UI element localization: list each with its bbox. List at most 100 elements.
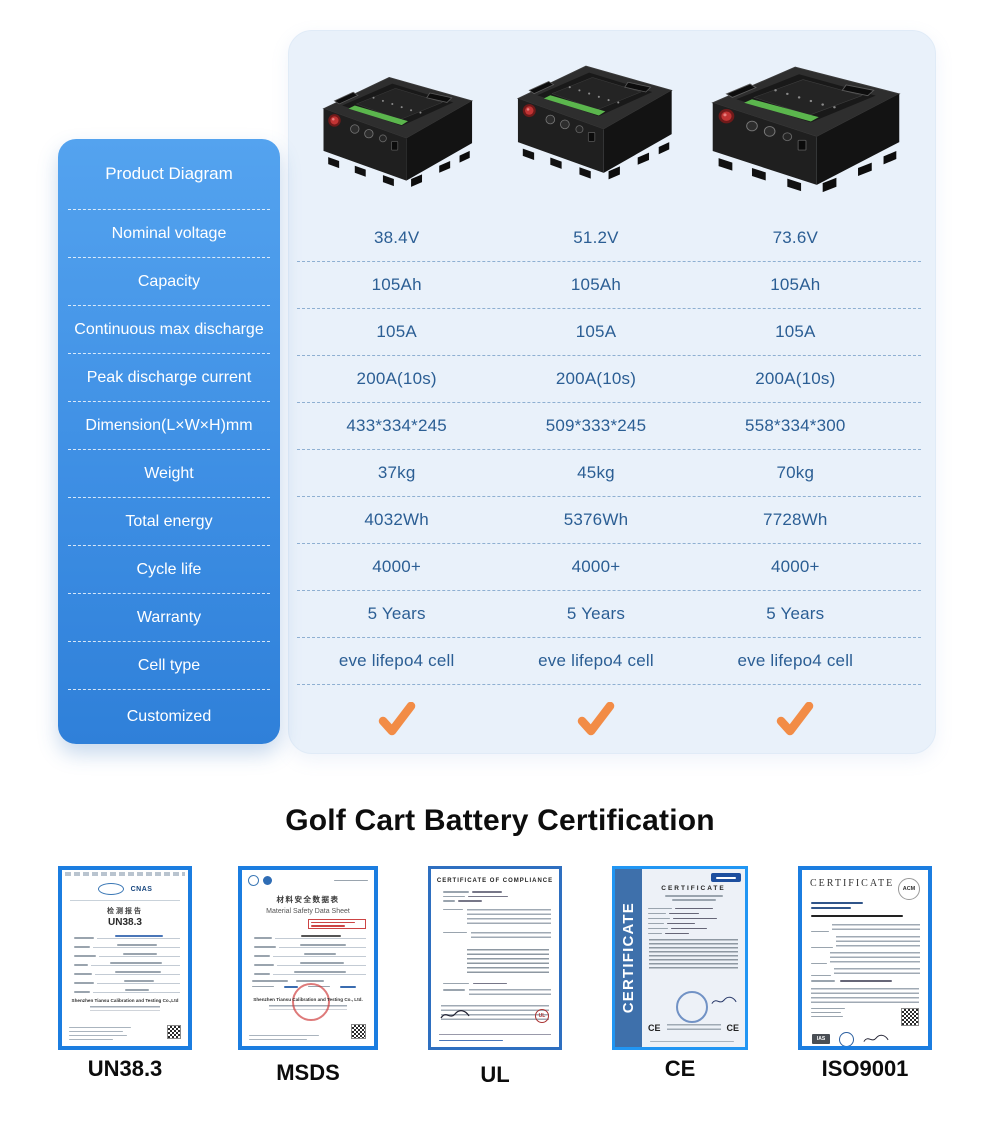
ce-doc-title: CERTIFICATE: [661, 885, 726, 892]
sidebar-rows: Nominal voltage Capacity Continuous max di…: [58, 210, 280, 744]
battery-image-1: [323, 77, 473, 188]
qr-code: [901, 1007, 919, 1026]
spec-values-row-continuous-max-discharge: 105A 105A 105A: [297, 309, 921, 356]
spec-label-customized: Customized: [126, 708, 212, 725]
certificate-msds: 材料安全数据表 Material Safety Data Sheet Shenz…: [238, 866, 378, 1050]
spec-values-row-cell-type: eve lifepo4 cell eve lifepo4 cell eve life…: [297, 638, 921, 685]
ul-doc-title: CERTIFICATE OF COMPLIANCE: [436, 878, 554, 884]
ul-mark: UL: [535, 1009, 549, 1023]
spec-value: 4000+: [571, 557, 621, 576]
cert-caption-msds: MSDS: [276, 1060, 340, 1085]
spec-value: eve lifepo4 cell: [538, 651, 654, 670]
spec-label-peak-discharge-current: Peak discharge current: [68, 354, 270, 402]
certification-heading: Golf Cart Battery Certification: [285, 804, 715, 837]
cert-caption-ul: UL: [480, 1062, 510, 1087]
spec-value: 105Ah: [570, 275, 622, 294]
cert-caption-un383: UN38.3: [87, 1056, 163, 1081]
spec-values-row-peak-discharge-current: 200A(10s) 200A(10s) 200A(10s): [297, 356, 921, 403]
certificate-un383: CNAS 检测报告 UN38.3 Shenzhen Tiansu Calibra…: [58, 866, 192, 1050]
check-icon: [297, 685, 496, 753]
un383-company: Shenzhen Tiansu Calibration and Testing …: [71, 998, 179, 1004]
spec-label-capacity: Capacity: [68, 258, 270, 306]
accreditation-seal: [839, 1031, 854, 1046]
msds-title-cn: 材料安全数据表: [276, 895, 340, 904]
msds-company: Shenzhen Tiansu Calibration and Testing …: [253, 996, 363, 1003]
spec-panel: 38.4V 51.2V 73.6V 105Ah 105Ah 105Ah 105A 105A 10…: [288, 30, 936, 754]
spec-value: eve lifepo4 cell: [338, 651, 455, 670]
spec-value: 5 Years: [766, 604, 825, 623]
spec-value: 51.2V: [573, 228, 619, 247]
ce-mark-right: CE: [726, 1023, 739, 1033]
msds-title-en: Material Safety Data Sheet: [266, 908, 350, 915]
spec-label-cell-type: Cell type: [68, 642, 270, 690]
check-icon: [696, 685, 895, 753]
spec-value: eve lifepo4 cell: [737, 651, 854, 670]
battery-image-2: [517, 65, 673, 180]
check-icon: [496, 685, 695, 753]
ce-vertical-band: CERTIFICATE: [615, 869, 642, 1047]
spec-value: 105Ah: [371, 275, 422, 294]
signature: [711, 996, 737, 1004]
cert-caption-iso9001: ISO9001: [821, 1056, 909, 1081]
red-stamp: [292, 983, 330, 1021]
signature: [440, 1010, 470, 1019]
spec-sidebar: Product Diagram Nominal voltage Capacity C…: [58, 139, 280, 744]
spec-value: 38.4V: [373, 228, 420, 247]
sidebar-header: Product Diagram: [68, 139, 270, 210]
spec-label-nominal-voltage: Nominal voltage: [68, 210, 270, 258]
spec-values-row-total-energy: 4032Wh 5376Wh 7728Wh: [297, 497, 921, 544]
spec-value: 200A(10s): [555, 369, 637, 388]
spec-values-row-cycle-life: 4000+ 4000+ 4000+: [297, 544, 921, 591]
spec-value: 7728Wh: [763, 510, 828, 529]
acm-badge: ACM: [898, 878, 920, 900]
spec-value: 5 Years: [566, 604, 626, 623]
spec-label-total-energy: Total energy: [68, 498, 270, 546]
spec-value: 4032Wh: [364, 510, 429, 529]
spec-values-row-warranty: 5 Years 5 Years 5 Years: [297, 591, 921, 638]
spec-value: 4000+: [372, 557, 422, 576]
spec-value: 105A: [575, 322, 617, 341]
blue-stamp: [676, 991, 708, 1023]
battery-image-3: [712, 66, 900, 193]
ias-logo: IAS: [812, 1034, 830, 1044]
spec-value: 70kg: [776, 463, 815, 482]
spec-value: 200A(10s): [755, 369, 836, 388]
spec-value: 105Ah: [770, 275, 821, 294]
spec-label-continuous-max-discharge: Continuous max discharge: [68, 306, 270, 354]
certificate-iso9001: CERTIFICATE ACM IAS: [798, 866, 932, 1050]
spec-value: 200A(10s): [356, 369, 437, 388]
spec-value: 5 Years: [367, 604, 426, 623]
spec-value: 37kg: [377, 463, 416, 482]
spec-label-warranty: Warranty: [68, 594, 270, 642]
ce-mark-left: CE: [648, 1023, 661, 1033]
spec-value: 4000+: [770, 557, 820, 576]
spec-value: 5376Wh: [563, 510, 629, 529]
intertek-logo: [711, 873, 741, 882]
spec-value: 509*333*245: [545, 416, 647, 435]
spec-value: 433*334*245: [346, 416, 447, 435]
spec-values-row-capacity: 105Ah 105Ah 105Ah: [297, 262, 921, 309]
qr-code: [167, 1025, 181, 1039]
iso-doc-title: CERTIFICATE: [810, 878, 895, 889]
spec-values: 38.4V 51.2V 73.6V 105Ah 105Ah 105Ah 105A 105A 10…: [289, 215, 935, 753]
certificate-ce: CERTIFICATE CERTIFICATE CE CE: [612, 866, 748, 1050]
spec-value: 105A: [376, 322, 417, 341]
spec-value: 73.6V: [772, 228, 819, 247]
spec-values-row-customized: [297, 685, 921, 753]
spec-values-row-nominal-voltage: 38.4V 51.2V 73.6V: [297, 215, 921, 262]
spec-values-row-weight: 37kg 45kg 70kg: [297, 450, 921, 497]
spec-label-weight: Weight: [68, 450, 270, 498]
un383-doc-title: 检测报告: [107, 908, 143, 915]
spec-value: 45kg: [577, 463, 615, 482]
spec-value: 558*334*300: [745, 416, 846, 435]
certificate-ul: CERTIFICATE OF COMPLIANCE UL: [428, 866, 562, 1050]
cnas-logo: CNAS: [130, 885, 153, 893]
un383-doc-code: UN38.3: [108, 917, 142, 928]
spec-label-cycle-life: Cycle life: [68, 546, 270, 594]
spec-label-dimension-l-w-h-mm: Dimension(L×W×H)mm: [68, 402, 270, 450]
cert-caption-ce: CE: [664, 1056, 696, 1081]
signature: [863, 1034, 889, 1042]
battery-images: [289, 31, 935, 215]
qr-code: [351, 1024, 366, 1039]
spec-values-row-dimension-l-w-h-mm: 433*334*245 509*333*245 558*334*300: [297, 403, 921, 450]
